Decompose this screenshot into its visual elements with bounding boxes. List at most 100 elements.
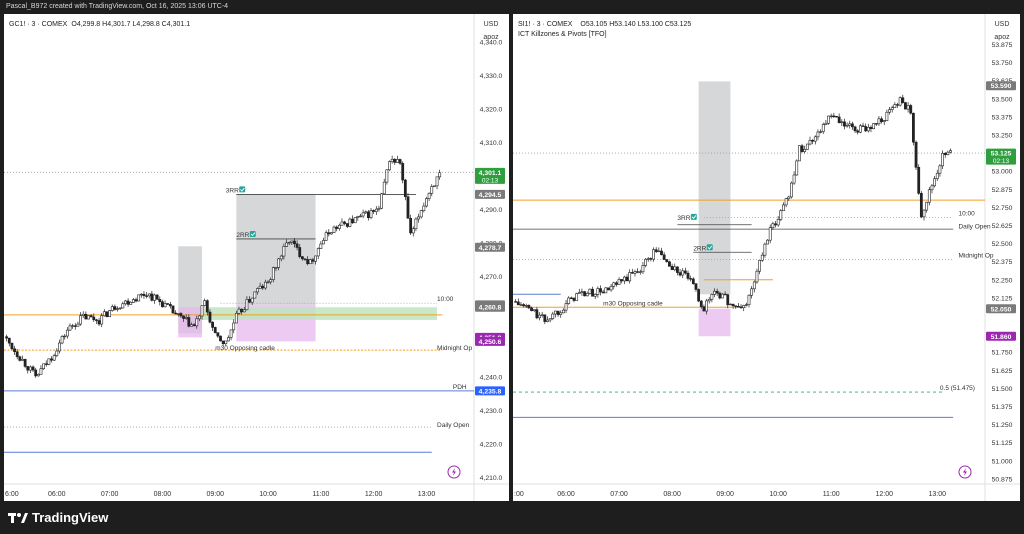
- candle[interactable]: [843, 118, 846, 130]
- candle[interactable]: [514, 299, 518, 303]
- candle[interactable]: [694, 283, 698, 292]
- price-label[interactable]: 4,301.102:13: [475, 167, 505, 185]
- candle[interactable]: [163, 300, 167, 308]
- candle[interactable]: [126, 298, 130, 307]
- candle[interactable]: [774, 220, 777, 228]
- candle[interactable]: [763, 242, 767, 258]
- candle[interactable]: [744, 302, 748, 307]
- candle[interactable]: [248, 296, 251, 304]
- candle[interactable]: [293, 238, 296, 248]
- candle[interactable]: [76, 321, 80, 327]
- candle[interactable]: [337, 223, 341, 231]
- candle[interactable]: [601, 289, 605, 294]
- candle[interactable]: [516, 298, 520, 306]
- candle[interactable]: [729, 303, 732, 306]
- candle[interactable]: [137, 294, 141, 302]
- annotation-label[interactable]: 2RR: [693, 244, 713, 252]
- annotation-label[interactable]: 3RR: [677, 213, 697, 222]
- candle[interactable]: [779, 209, 783, 222]
- candle[interactable]: [221, 340, 225, 347]
- price-label[interactable]: 51.860: [986, 331, 1016, 341]
- candle[interactable]: [343, 220, 347, 226]
- annotation-label[interactable]: Midnight Op: [958, 253, 993, 260]
- candle[interactable]: [721, 293, 724, 299]
- candle[interactable]: [816, 129, 820, 141]
- candle[interactable]: [930, 184, 934, 194]
- candle[interactable]: [219, 335, 222, 342]
- candle[interactable]: [837, 113, 841, 124]
- candle[interactable]: [184, 314, 188, 320]
- annotation-label[interactable]: 10:00: [958, 211, 975, 218]
- candle[interactable]: [530, 306, 533, 312]
- price-label[interactable]: 4,235.8: [475, 386, 505, 396]
- candle[interactable]: [827, 115, 830, 125]
- candle[interactable]: [203, 298, 207, 307]
- candle[interactable]: [380, 192, 383, 210]
- candle[interactable]: [388, 160, 391, 172]
- candle[interactable]: [269, 277, 273, 285]
- candle[interactable]: [803, 145, 807, 154]
- candle[interactable]: [646, 257, 650, 262]
- candle[interactable]: [864, 123, 868, 132]
- candle[interactable]: [548, 318, 552, 323]
- candle[interactable]: [707, 296, 711, 304]
- candle[interactable]: [116, 306, 119, 312]
- candle[interactable]: [425, 196, 428, 208]
- candle[interactable]: [906, 102, 910, 113]
- candle[interactable]: [575, 292, 579, 301]
- candle[interactable]: [829, 113, 833, 119]
- candle[interactable]: [414, 217, 418, 232]
- candle[interactable]: [84, 311, 88, 320]
- candle[interactable]: [665, 259, 669, 263]
- annotation-label[interactable]: 2RR: [236, 230, 256, 239]
- candle[interactable]: [306, 256, 310, 266]
- candle[interactable]: [398, 158, 402, 165]
- candle[interactable]: [885, 109, 889, 122]
- candle[interactable]: [351, 215, 354, 224]
- price-label[interactable]: 4,278.7: [475, 242, 505, 252]
- candle[interactable]: [340, 218, 344, 226]
- candle[interactable]: [406, 193, 410, 219]
- green-zone-box[interactable]: [202, 307, 438, 320]
- candle[interactable]: [13, 345, 16, 355]
- candle[interactable]: [609, 284, 613, 292]
- candle[interactable]: [195, 315, 199, 329]
- candle[interactable]: [713, 288, 716, 298]
- candle[interactable]: [227, 335, 230, 342]
- gray-zone-box[interactable]: [698, 81, 731, 295]
- candle[interactable]: [760, 252, 764, 262]
- candle[interactable]: [60, 335, 64, 345]
- candle[interactable]: [208, 309, 212, 324]
- candle[interactable]: [787, 195, 791, 201]
- candle[interactable]: [790, 181, 793, 199]
- candle[interactable]: [303, 258, 307, 261]
- candle[interactable]: [912, 112, 915, 146]
- candle[interactable]: [599, 285, 602, 296]
- candle[interactable]: [369, 208, 373, 220]
- candle[interactable]: [264, 279, 267, 290]
- candle[interactable]: [824, 119, 828, 126]
- candle[interactable]: [808, 136, 812, 146]
- candle[interactable]: [63, 334, 67, 340]
- candle[interactable]: [750, 286, 754, 299]
- pink-zone-box[interactable]: [698, 308, 731, 337]
- candle[interactable]: [150, 290, 154, 302]
- candle[interactable]: [237, 306, 241, 316]
- candle[interactable]: [364, 210, 368, 214]
- candle[interactable]: [657, 247, 661, 253]
- candle[interactable]: [546, 316, 549, 323]
- candle[interactable]: [65, 327, 69, 339]
- candle[interactable]: [110, 304, 114, 312]
- candle[interactable]: [567, 296, 571, 305]
- candle[interactable]: [240, 308, 244, 315]
- candle[interactable]: [68, 323, 72, 331]
- candle[interactable]: [580, 288, 584, 296]
- candle[interactable]: [636, 268, 640, 274]
- candle[interactable]: [311, 257, 315, 265]
- candle[interactable]: [216, 332, 220, 338]
- gold-chart-panel[interactable]: 3RR 2RR m30 Opposing cadle 10:00 Midnight Op…: [4, 14, 509, 501]
- candle[interactable]: [869, 125, 873, 133]
- candle[interactable]: [419, 209, 423, 219]
- candle[interactable]: [411, 226, 415, 237]
